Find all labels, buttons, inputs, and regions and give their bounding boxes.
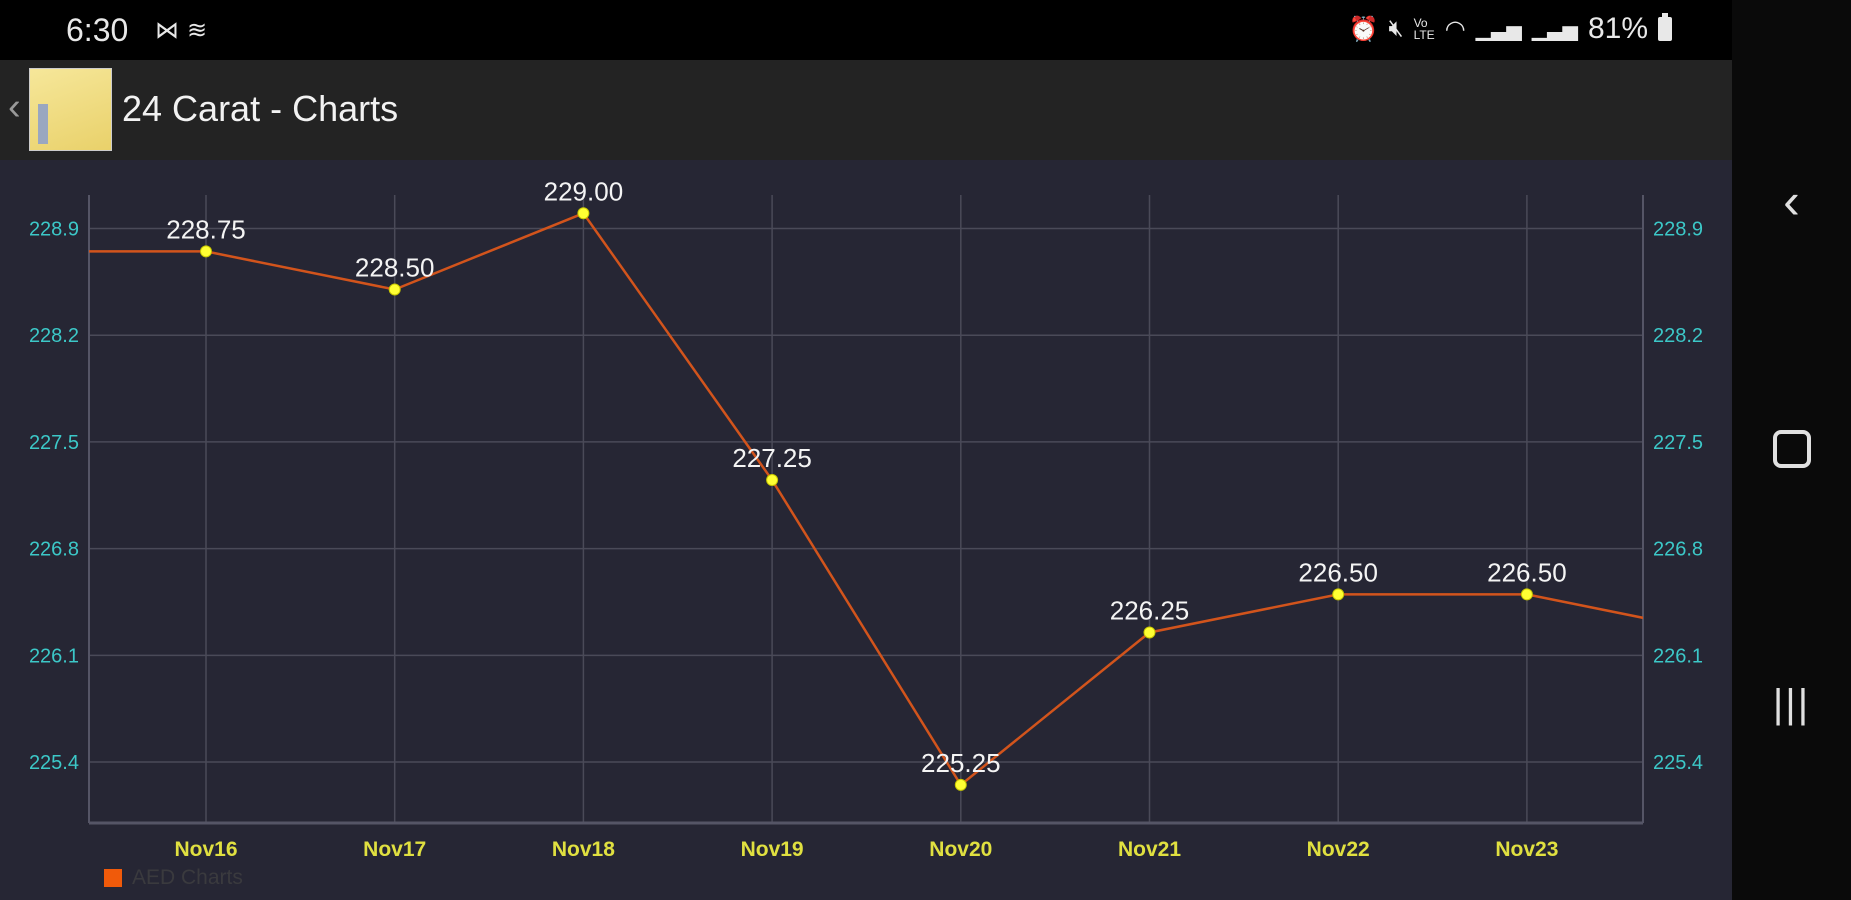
y-tick-right: 227.5	[1653, 432, 1703, 454]
notification-icons: ⋈≋	[155, 16, 215, 45]
series-line	[89, 211, 1643, 787]
signal-icon: ▁▃▅	[1531, 18, 1578, 41]
x-tick-label: Nov18	[552, 838, 615, 861]
app-header: ‹ 24 Carat - Charts	[0, 60, 1732, 160]
mute-icon: 🔇︎	[1388, 15, 1404, 42]
status-time: 6:30	[66, 12, 129, 48]
y-tick-left: 226.1	[29, 645, 79, 667]
signal-icon: ▁▃▅	[1475, 18, 1522, 41]
data-label: 228.50	[355, 253, 435, 283]
data-point	[200, 245, 212, 258]
legend: AED Charts	[104, 866, 243, 890]
x-tick-label: Nov16	[174, 838, 237, 861]
x-tick-label: Nov23	[1495, 838, 1558, 861]
data-point	[577, 207, 590, 220]
y-tick-left: 228.9	[29, 219, 79, 241]
status-right: ⏰ 🔇︎ Vo LTE ◠ ▁▃▅ ▁▃▅ 81%	[1349, 12, 1672, 46]
system-nav-bar: ‹ |||	[1732, 0, 1851, 900]
y-tick-left: 226.8	[29, 539, 79, 561]
data-point	[1143, 626, 1156, 639]
data-label: 229.00	[544, 176, 624, 206]
x-tick-label: Nov19	[741, 838, 804, 861]
y-tick-right: 228.2	[1653, 325, 1703, 347]
chart-area	[0, 160, 1732, 900]
y-tick-left: 225.4	[29, 752, 79, 774]
volte-icon: Vo LTE	[1413, 16, 1435, 42]
page-title: 24 Carat - Charts	[122, 88, 399, 129]
y-tick-left: 227.5	[29, 432, 79, 454]
data-label: 227.25	[732, 443, 812, 473]
y-tick-right: 228.9	[1653, 219, 1703, 241]
x-tick-label: Nov20	[929, 838, 992, 861]
battery-percent: 81%	[1587, 12, 1648, 45]
data-point	[766, 474, 779, 487]
data-label: 226.25	[1110, 595, 1190, 625]
nav-home-icon[interactable]	[1732, 430, 1851, 468]
y-tick-right: 225.4	[1653, 752, 1703, 774]
data-point	[1332, 588, 1345, 601]
battery-icon	[1658, 13, 1672, 41]
nav-back-icon[interactable]: ‹	[1783, 173, 1800, 229]
alarm-icon: ⏰	[1348, 15, 1379, 43]
back-button[interactable]: ‹	[8, 86, 21, 128]
data-label: 228.75	[166, 214, 246, 244]
legend-swatch	[104, 869, 122, 887]
data-point	[388, 283, 401, 296]
x-tick-label: Nov22	[1307, 838, 1370, 861]
data-point	[954, 778, 967, 791]
nav-recents-icon[interactable]: |||	[1772, 682, 1811, 726]
x-tick-label: Nov21	[1118, 838, 1181, 861]
app-logo	[29, 68, 112, 151]
line-chart: 228.9 228.9 228.2 228.2 227.5 227.5 226.8 226.8…	[29, 176, 1703, 861]
data-label: 225.25	[921, 748, 1001, 778]
data-label: 226.50	[1487, 557, 1567, 587]
y-tick-left: 228.2	[29, 325, 79, 347]
status-bar: 6:30 ⋈≋ ⏰ 🔇︎ Vo LTE ◠ ▁▃▅ ▁▃▅ 81%	[0, 0, 1732, 60]
bowtie-icon: ⋈	[155, 17, 187, 44]
legend-label: AED Charts	[132, 866, 243, 889]
notification-icon: ≋	[187, 17, 216, 44]
wifi-icon: ◠	[1444, 15, 1466, 43]
data-label: 226.50	[1298, 557, 1378, 587]
data-point	[1520, 588, 1533, 601]
x-tick-label: Nov17	[363, 838, 426, 861]
y-tick-right: 226.8	[1653, 539, 1703, 561]
y-tick-right: 226.1	[1653, 645, 1703, 667]
